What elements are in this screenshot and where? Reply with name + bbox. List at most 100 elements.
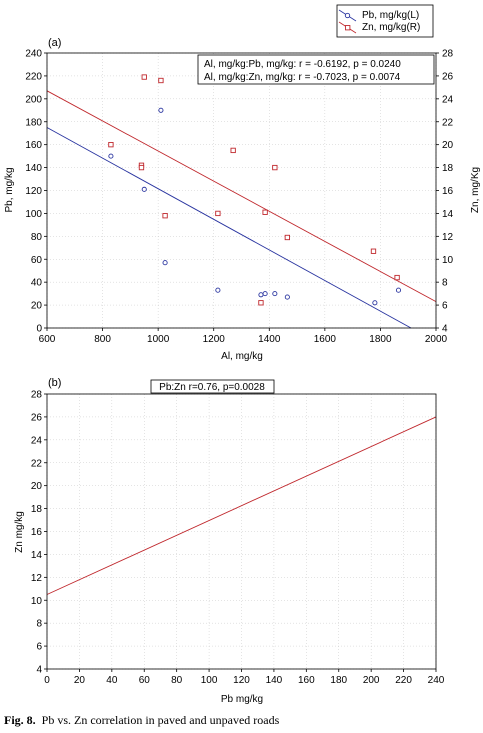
stats-box <box>150 379 275 394</box>
y-left-tick-label: 60 <box>31 255 43 266</box>
y-right-tick-label: 4 <box>442 324 448 335</box>
y-right-tick-label: 24 <box>442 94 454 105</box>
x-tick-label: 100 <box>201 675 218 686</box>
x-tick-label: 60 <box>139 675 151 686</box>
caption-label: Fig. 8. <box>4 713 36 727</box>
stats-zn: Al, mg/kg:Zn, mg/kg: r = -0.7023, p = 0.… <box>204 72 401 83</box>
y-tick-label: 14 <box>31 550 43 561</box>
x-tick-label: 600 <box>39 334 56 345</box>
y-tick-label: 10 <box>31 596 43 607</box>
data-point-pb <box>272 291 278 297</box>
legend-zn-marker <box>345 25 351 31</box>
x-tick-label: 1800 <box>369 334 392 345</box>
x-tick-label: 140 <box>266 675 283 686</box>
fit-line <box>46 127 412 329</box>
series-line <box>46 416 437 595</box>
x-tick-label: 220 <box>395 675 412 686</box>
data-point-zn <box>141 74 147 80</box>
x-tick-label: 20 <box>74 675 86 686</box>
x-tick-label: 1600 <box>314 334 337 345</box>
gridlines <box>46 393 437 670</box>
y-left-tick-label: 180 <box>25 117 42 128</box>
y-left-tick-label: 40 <box>31 278 43 289</box>
chart-panel-a: Pb, mg/kg(L) Zn, mg/kg(R) (a) 600 800 1000… <box>4 4 481 362</box>
data-point-pb <box>395 287 402 293</box>
y-left-tick-label: 160 <box>25 140 42 151</box>
data-point-zn <box>162 213 168 219</box>
y-left-tick-label: 140 <box>25 163 42 174</box>
legend-pb-marker <box>344 12 351 19</box>
y-tick-label: 4 <box>36 665 42 676</box>
x-tick-label: 2000 <box>425 334 448 345</box>
y-left-tick-label: 20 <box>31 301 43 312</box>
y-right-tick-label: 20 <box>442 140 454 151</box>
y-axis-ticks: 4 6 8 10 12 14 16 18 20 22 24 26 28 <box>31 390 47 676</box>
y-right-axis-title: Zn, mg/Kg <box>470 167 481 213</box>
x-tick-label: 1400 <box>258 334 281 345</box>
y-right-tick-label: 6 <box>442 301 448 312</box>
data-point-zn <box>262 209 268 215</box>
x-tick-label: 800 <box>94 334 111 345</box>
data-point-pb <box>108 153 114 159</box>
y-left-tick-label: 240 <box>25 49 42 60</box>
y-right-tick-label: 16 <box>442 186 454 197</box>
y-tick-label: 16 <box>31 527 43 538</box>
x-tick-label: 160 <box>298 675 315 686</box>
y-right-axis-ticks: 4 6 8 10 12 14 16 18 20 22 24 26 28 <box>436 49 454 335</box>
data-point-zn <box>215 210 221 217</box>
y-left-tick-label: 220 <box>25 71 42 82</box>
y-left-tick-label: 0 <box>36 324 42 335</box>
data-point-pb <box>162 260 168 266</box>
gridlines <box>46 52 437 329</box>
y-left-tick-label: 80 <box>31 232 43 243</box>
chart-panel-b: (b) 0 20 40 60 80 100 120 140 160 180 200 220 240 4 6… <box>14 377 445 705</box>
legend-box <box>336 4 434 38</box>
x-tick-label: 40 <box>106 675 118 686</box>
y-right-tick-label: 10 <box>442 255 454 266</box>
data-point-zn <box>370 248 377 254</box>
y-tick-label: 12 <box>31 573 43 584</box>
data-point-pb <box>158 107 164 113</box>
y-tick-label: 28 <box>31 390 43 401</box>
panel-b-label: (b) <box>48 377 61 389</box>
y-tick-label: 24 <box>31 435 43 446</box>
x-tick-label: 120 <box>233 675 250 686</box>
caption-text: Pb vs. Zn correlation in paved and unpav… <box>41 713 280 727</box>
y-right-tick-label: 8 <box>442 278 448 289</box>
data-point-pb <box>372 300 378 306</box>
series-lines <box>46 416 437 595</box>
data-point-zn <box>138 164 145 171</box>
y-left-tick-label: 100 <box>25 209 42 220</box>
y-tick-label: 22 <box>31 458 43 469</box>
data-points <box>108 74 402 306</box>
legend-pb-label: Pb, mg/kg(L) <box>362 10 419 21</box>
y-right-tick-label: 14 <box>442 209 454 220</box>
y-left-axis-title: Pb, mg/kg <box>4 167 15 212</box>
x-tick-label: 1000 <box>147 334 170 345</box>
x-tick-label: 80 <box>171 675 183 686</box>
x-tick-label: 240 <box>428 675 445 686</box>
y-right-tick-label: 18 <box>442 163 454 174</box>
x-axis-ticks: 0 20 40 60 80 100 120 140 160 180 200 220 240 <box>44 669 445 686</box>
y-left-axis-ticks: 0 20 40 60 80 100 120 140 160 180 200 220 240 <box>25 49 47 335</box>
x-tick-label: 1200 <box>203 334 226 345</box>
legend-zn-label: Zn, mg/kg(R) <box>362 22 420 33</box>
x-tick-label: 200 <box>363 675 380 686</box>
y-right-tick-label: 12 <box>442 232 454 243</box>
data-point-zn <box>394 274 400 281</box>
data-point-zn <box>108 142 114 148</box>
x-axis-ticks: 600 800 1000 1200 1400 1600 1800 2000 <box>39 328 448 345</box>
fit-line <box>46 90 437 303</box>
stats-pb: Al, mg/kg:Pb, mg/kg: r = -0.6192, p = 0.… <box>204 59 401 70</box>
panel-a-label: (a) <box>48 37 61 49</box>
data-point-pb <box>262 291 268 297</box>
data-point-pb <box>141 186 147 192</box>
y-right-tick-label: 28 <box>442 49 454 60</box>
y-left-tick-label: 200 <box>25 94 42 105</box>
y-tick-label: 26 <box>31 412 43 423</box>
y-right-tick-label: 26 <box>442 71 454 82</box>
fit-lines <box>46 90 437 329</box>
data-point-zn <box>230 147 236 154</box>
data-point-zn <box>284 234 290 241</box>
